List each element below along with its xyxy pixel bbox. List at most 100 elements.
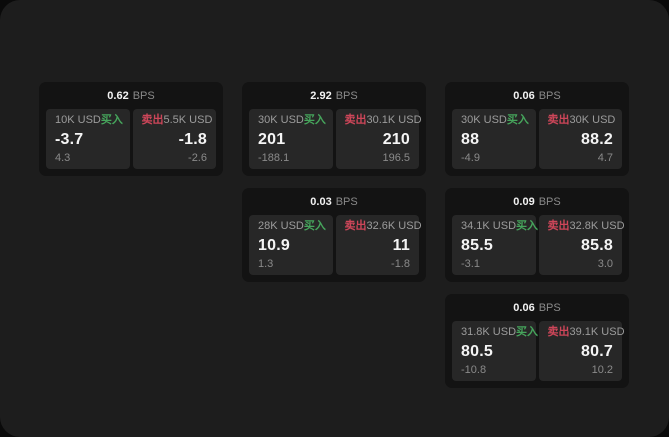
- sell-amount: 30.1K USD: [366, 114, 422, 126]
- quote-panes: 30K USD 买入 201 -188.1 卖出 30.1K USD 210 1…: [242, 109, 426, 169]
- buy-pane-top: 10K USD 买入: [55, 114, 123, 126]
- sell-amount: 32.8K USD: [569, 220, 625, 232]
- buy-price: 80.5: [461, 342, 493, 360]
- buy-price: -3.7: [55, 130, 84, 148]
- sell-amount: 32.6K USD: [366, 220, 422, 232]
- sell-pane[interactable]: 卖出 39.1K USD 80.7 10.2: [538, 321, 625, 381]
- buy-side-label: 买入: [100, 114, 123, 126]
- buy-amount: 28K USD: [258, 220, 304, 232]
- buy-secondary-value: -10.8: [461, 364, 487, 376]
- buy-pane[interactable]: 30K USD 买入 201 -188.1: [249, 109, 333, 169]
- sell-price: 11: [392, 236, 410, 254]
- buy-secondary-value: 1.3: [258, 258, 274, 270]
- quote-panes: 10K USD 买入 -3.7 4.3 卖出 5.5K USD -1.8 -2.…: [39, 109, 223, 169]
- buy-price: 88: [461, 130, 480, 148]
- buy-side-label: 买入: [303, 220, 326, 232]
- buy-pane[interactable]: 30K USD 买入 88 -4.9: [452, 109, 536, 169]
- sell-amount: 39.1K USD: [569, 326, 625, 338]
- sell-pane-top: 卖出 39.1K USD: [547, 326, 625, 338]
- bps-value: 0.62: [107, 89, 129, 102]
- sell-price: 210: [382, 130, 410, 148]
- buy-secondary-value: 4.3: [55, 152, 71, 164]
- sell-pane-top: 卖出 32.6K USD: [344, 220, 422, 232]
- bps-value: 2.92: [310, 89, 332, 102]
- buy-side-label: 买入: [516, 326, 539, 338]
- sell-price: 85.8: [581, 236, 613, 254]
- sell-price: 88.2: [581, 130, 613, 148]
- quote-card: 0.09 BPS 34.1K USD 买入 85.5 -3.1 卖出 32.8K…: [445, 188, 629, 282]
- sell-pane[interactable]: 卖出 30K USD 88.2 4.7: [538, 109, 622, 169]
- sell-side-label: 卖出: [141, 114, 164, 126]
- card-header: 0.03 BPS: [242, 188, 426, 215]
- buy-secondary-value: -188.1: [258, 152, 290, 164]
- buy-amount: 31.8K USD: [461, 326, 517, 338]
- bps-unit-label: BPS: [335, 89, 358, 102]
- sell-amount: 5.5K USD: [163, 114, 213, 126]
- buy-amount: 30K USD: [461, 114, 507, 126]
- card-header: 0.62 BPS: [39, 82, 223, 109]
- buy-price: 10.9: [258, 236, 290, 254]
- quote-card: 0.62 BPS 10K USD 买入 -3.7 4.3 卖出 5.5K USD…: [39, 82, 223, 176]
- card-header: 0.06 BPS: [445, 82, 629, 109]
- sell-pane[interactable]: 卖出 32.8K USD 85.8 3.0: [538, 215, 625, 275]
- sell-price: -1.8: [178, 130, 207, 148]
- card-header: 0.06 BPS: [445, 294, 629, 321]
- buy-price: 201: [258, 130, 286, 148]
- quote-card: 0.03 BPS 28K USD 买入 10.9 1.3 卖出 32.6K US…: [242, 188, 426, 282]
- buy-side-label: 买入: [506, 114, 529, 126]
- buy-pane-top: 30K USD 买入: [258, 114, 326, 126]
- buy-secondary-value: -4.9: [461, 152, 480, 164]
- quote-panes: 31.8K USD 买入 80.5 -10.8 卖出 39.1K USD 80.…: [445, 321, 629, 381]
- sell-pane-top: 卖出 5.5K USD: [141, 114, 213, 126]
- buy-pane-top: 28K USD 买入: [258, 220, 326, 232]
- sell-amount: 30K USD: [569, 114, 616, 126]
- sell-side-label: 卖出: [547, 326, 570, 338]
- bps-value: 0.06: [513, 301, 535, 314]
- sell-pane[interactable]: 卖出 30.1K USD 210 196.5: [335, 109, 422, 169]
- buy-amount: 30K USD: [258, 114, 304, 126]
- buy-pane-top: 31.8K USD 买入: [461, 326, 538, 338]
- buy-pane-top: 30K USD 买入: [461, 114, 529, 126]
- sell-secondary-value: 3.0: [597, 258, 613, 270]
- sell-secondary-value: -2.6: [188, 152, 207, 164]
- card-header: 2.92 BPS: [242, 82, 426, 109]
- sell-side-label: 卖出: [547, 220, 570, 232]
- buy-side-label: 买入: [516, 220, 539, 232]
- buy-amount: 10K USD: [55, 114, 101, 126]
- sell-secondary-value: 196.5: [382, 152, 410, 164]
- sell-secondary-value: 10.2: [591, 364, 613, 376]
- sell-price: 80.7: [581, 342, 613, 360]
- card-header: 0.09 BPS: [445, 188, 629, 215]
- buy-pane[interactable]: 10K USD 买入 -3.7 4.3: [46, 109, 130, 169]
- sell-secondary-value: 4.7: [597, 152, 613, 164]
- buy-side-label: 买入: [303, 114, 326, 126]
- quote-panes: 28K USD 买入 10.9 1.3 卖出 32.6K USD 11 -1.8: [242, 215, 426, 275]
- buy-pane[interactable]: 28K USD 买入 10.9 1.3: [249, 215, 333, 275]
- bps-unit-label: BPS: [132, 89, 155, 102]
- sell-pane-top: 卖出 32.8K USD: [547, 220, 625, 232]
- bps-unit-label: BPS: [335, 195, 358, 208]
- bps-unit-label: BPS: [538, 195, 561, 208]
- bps-value: 0.03: [310, 195, 332, 208]
- sell-pane[interactable]: 卖出 32.6K USD 11 -1.8: [335, 215, 422, 275]
- buy-secondary-value: -3.1: [461, 258, 480, 270]
- sell-pane-top: 卖出 30.1K USD: [344, 114, 422, 126]
- quote-panes: 34.1K USD 买入 85.5 -3.1 卖出 32.8K USD 85.8…: [445, 215, 629, 275]
- sell-side-label: 卖出: [344, 220, 367, 232]
- bps-value: 0.06: [513, 89, 535, 102]
- quote-panes: 30K USD 买入 88 -4.9 卖出 30K USD 88.2 4.7: [445, 109, 629, 169]
- sell-side-label: 卖出: [547, 114, 570, 126]
- sell-pane[interactable]: 卖出 5.5K USD -1.8 -2.6: [132, 109, 216, 169]
- sell-secondary-value: -1.8: [391, 258, 410, 270]
- sell-pane-top: 卖出 30K USD: [547, 114, 616, 126]
- bps-unit-label: BPS: [538, 89, 561, 102]
- sell-side-label: 卖出: [344, 114, 367, 126]
- buy-pane[interactable]: 34.1K USD 买入 85.5 -3.1: [452, 215, 539, 275]
- buy-amount: 34.1K USD: [461, 220, 517, 232]
- quote-card: 0.06 BPS 31.8K USD 买入 80.5 -10.8 卖出 39.1…: [445, 294, 629, 388]
- quote-card: 0.06 BPS 30K USD 买入 88 -4.9 卖出 30K USD 8…: [445, 82, 629, 176]
- bps-unit-label: BPS: [538, 301, 561, 314]
- buy-pane[interactable]: 31.8K USD 买入 80.5 -10.8: [452, 321, 538, 381]
- quote-card: 2.92 BPS 30K USD 买入 201 -188.1 卖出 30.1K …: [242, 82, 426, 176]
